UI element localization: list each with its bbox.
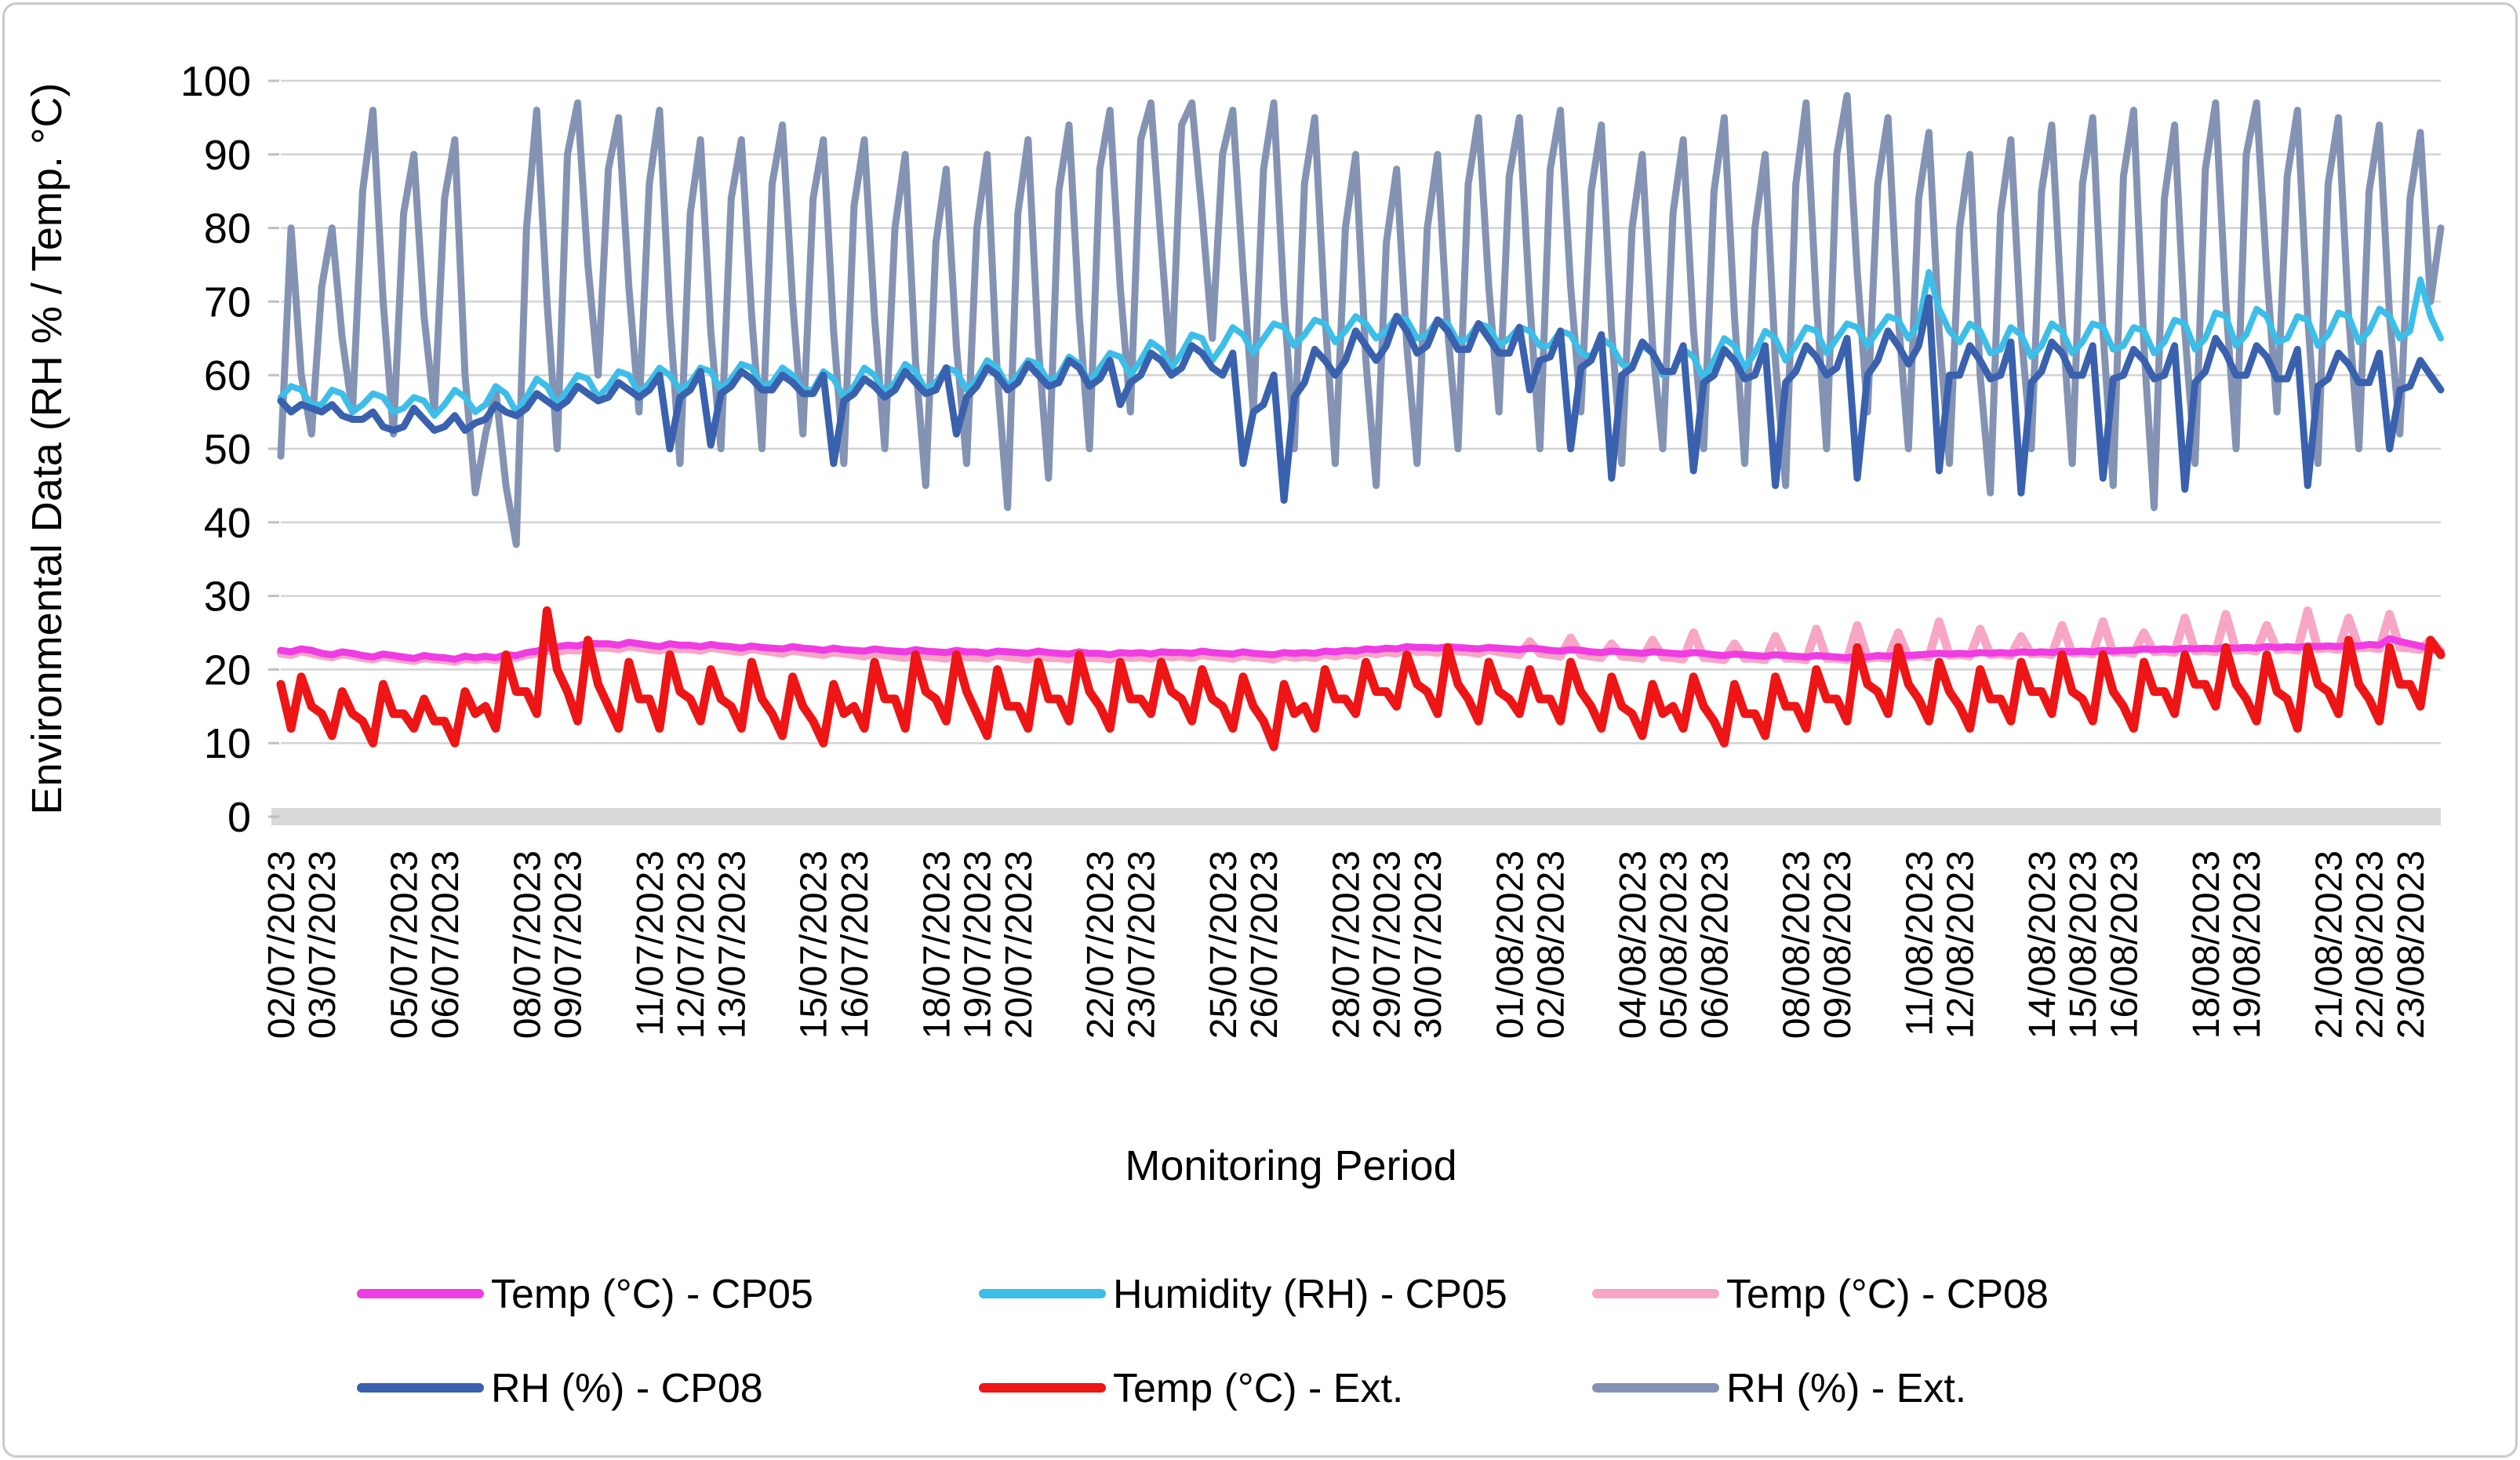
x-tick-label: 13/07/2023	[711, 850, 753, 1039]
series-line-temp-c-cp05	[277, 635, 2445, 663]
x-tick-label: 08/07/2023	[507, 850, 548, 1039]
y-tick-label: 50	[204, 426, 251, 473]
x-tick-label: 09/07/2023	[548, 850, 590, 1039]
x-tick-label: 06/08/2023	[1694, 850, 1736, 1039]
x-tick-label: 26/07/2023	[1244, 850, 1285, 1039]
legend-label: RH (%) - Ext.	[1726, 1366, 1966, 1411]
legend-item: Temp (°C) - Ext.	[979, 1366, 1403, 1411]
y-tick-label: 60	[204, 352, 251, 399]
x-axis-tick-labels: 02/07/2023 03/07/2023 05/07/2023 06/07/2023…	[261, 850, 2432, 1039]
x-tick-label: 02/08/2023	[1531, 850, 1573, 1039]
legend-label: Humidity (RH) - CP05	[1113, 1272, 1507, 1317]
y-tick-label: 10	[204, 720, 251, 767]
y-tick-label: 90	[204, 132, 251, 179]
x-tick-label: 23/07/2023	[1121, 850, 1162, 1039]
x-tick-label: 20/07/2023	[998, 850, 1040, 1039]
series-layer	[276, 92, 2445, 752]
x-tick-label: 23/08/2023	[2391, 850, 2432, 1039]
x-tick-label: 18/07/2023	[916, 850, 958, 1039]
chart-legend: Temp (°C) - CP05 Humidity (RH) - CP05 Temp…	[357, 1272, 2049, 1411]
x-tick-label: 11/08/2023	[1899, 850, 1940, 1036]
y-tick-label: 80	[204, 206, 251, 253]
y-tick-label: 20	[204, 646, 251, 694]
x-tick-label: 15/08/2023	[2063, 850, 2104, 1039]
x-tick-label: 01/08/2023	[1489, 850, 1531, 1039]
x-tick-label: 15/07/2023	[794, 850, 835, 1039]
y-tick-label: 100	[180, 58, 251, 105]
x-axis-band	[271, 808, 2441, 825]
legend-item: Temp (°C) - CP05	[357, 1272, 813, 1317]
legend-item: RH (%) - Ext.	[1592, 1366, 1966, 1411]
x-tick-label: 16/07/2023	[835, 850, 876, 1039]
legend-label: RH (%) - CP08	[491, 1366, 763, 1411]
y-axis-title: Environmental Data (RH % / Temp. °C)	[24, 83, 71, 815]
y-tick-label: 0	[227, 794, 251, 841]
x-tick-label: 05/08/2023	[1653, 850, 1695, 1039]
x-tick-label: 29/07/2023	[1367, 850, 1409, 1039]
x-tick-label: 14/08/2023	[2022, 850, 2064, 1039]
x-tick-label: 06/07/2023	[425, 850, 467, 1039]
series-line-temp-c-ext	[276, 606, 2445, 752]
y-tick-label: 30	[204, 573, 251, 621]
legend-item: Humidity (RH) - CP05	[979, 1272, 1507, 1317]
x-tick-label: 09/08/2023	[1817, 850, 1859, 1039]
y-axis-tick-labels: 0 10 20 30 40 50 60 70 80 90 100	[180, 58, 251, 841]
x-tick-label: 02/07/2023	[261, 850, 303, 1039]
x-tick-label: 19/08/2023	[2227, 850, 2268, 1039]
x-tick-label: 11/07/2023	[630, 850, 671, 1036]
x-tick-label: 21/08/2023	[2308, 850, 2350, 1039]
legend-item: RH (%) - CP08	[357, 1366, 763, 1411]
legend-label: Temp (°C) - CP05	[491, 1272, 813, 1317]
x-axis-title: Monitoring Period	[1125, 1142, 1456, 1189]
legend-item: Temp (°C) - CP08	[1592, 1272, 2049, 1317]
x-tick-label: 05/07/2023	[384, 850, 426, 1039]
x-tick-label: 12/08/2023	[1940, 850, 1982, 1039]
x-tick-label: 18/08/2023	[2186, 850, 2227, 1039]
x-tick-label: 16/08/2023	[2104, 850, 2145, 1039]
y-tick-label: 70	[204, 279, 251, 326]
x-tick-label: 12/07/2023	[671, 850, 712, 1039]
x-tick-label: 28/07/2023	[1325, 850, 1367, 1039]
legend-label: Temp (°C) - CP08	[1726, 1272, 2049, 1317]
x-tick-label: 08/08/2023	[1776, 850, 1818, 1039]
series-line-rh-ext	[277, 92, 2445, 548]
y-tick-label: 40	[204, 500, 251, 547]
x-tick-label: 30/07/2023	[1408, 850, 1449, 1039]
x-tick-label: 19/07/2023	[958, 850, 999, 1039]
environmental-data-chart: 0 10 20 30 40 50 60 70 80 90 100 02/07/2023 03/07/2…	[24, 58, 2445, 1411]
legend-label: Temp (°C) - Ext.	[1113, 1366, 1403, 1411]
x-tick-label: 22/08/2023	[2350, 850, 2391, 1039]
x-tick-label: 22/07/2023	[1080, 850, 1122, 1039]
x-tick-label: 25/07/2023	[1203, 850, 1245, 1039]
series-line-rh-cp08	[277, 294, 2445, 504]
x-tick-label: 04/08/2023	[1613, 850, 1654, 1039]
x-tick-label: 03/07/2023	[302, 850, 344, 1039]
